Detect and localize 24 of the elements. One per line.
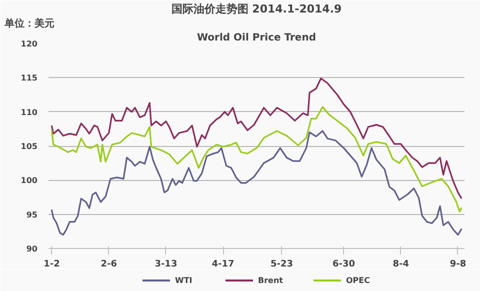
x-tick-label: 2-6 xyxy=(100,260,117,270)
line-series xyxy=(50,130,462,236)
y-axis-title: 单位：美元 xyxy=(4,18,54,30)
y-tick-label: 110 xyxy=(20,108,38,117)
chart-subtitle: World Oil Price Trend xyxy=(197,32,316,44)
x-tick-label: 4-17 xyxy=(212,260,234,270)
legend-label: Brent xyxy=(258,275,283,285)
y-tick-label: 90 xyxy=(26,244,38,254)
y-tick-label: 95 xyxy=(26,210,38,220)
line-series xyxy=(50,106,462,212)
x-tick-label: 9-8 xyxy=(450,260,466,270)
chart-title: 国际油价走势图 2014.1-2014.9 xyxy=(171,2,342,16)
x-tick-label: 3-13 xyxy=(154,260,178,270)
y-tick-label: 115 xyxy=(20,74,38,83)
legend-label: WTI xyxy=(175,275,194,285)
y-tick-label: 100 xyxy=(20,176,38,186)
x-tick-label: 8-4 xyxy=(392,260,410,270)
x-tick-label: 6-30 xyxy=(332,260,356,270)
y-tick-label: 120 xyxy=(20,40,38,48)
legend-label: OPEC xyxy=(346,275,370,285)
x-tick-label: 5-23 xyxy=(270,260,294,270)
y-tick-label: 105 xyxy=(20,142,38,151)
line-series xyxy=(50,78,462,199)
x-tick-label: 1-2 xyxy=(44,260,60,270)
